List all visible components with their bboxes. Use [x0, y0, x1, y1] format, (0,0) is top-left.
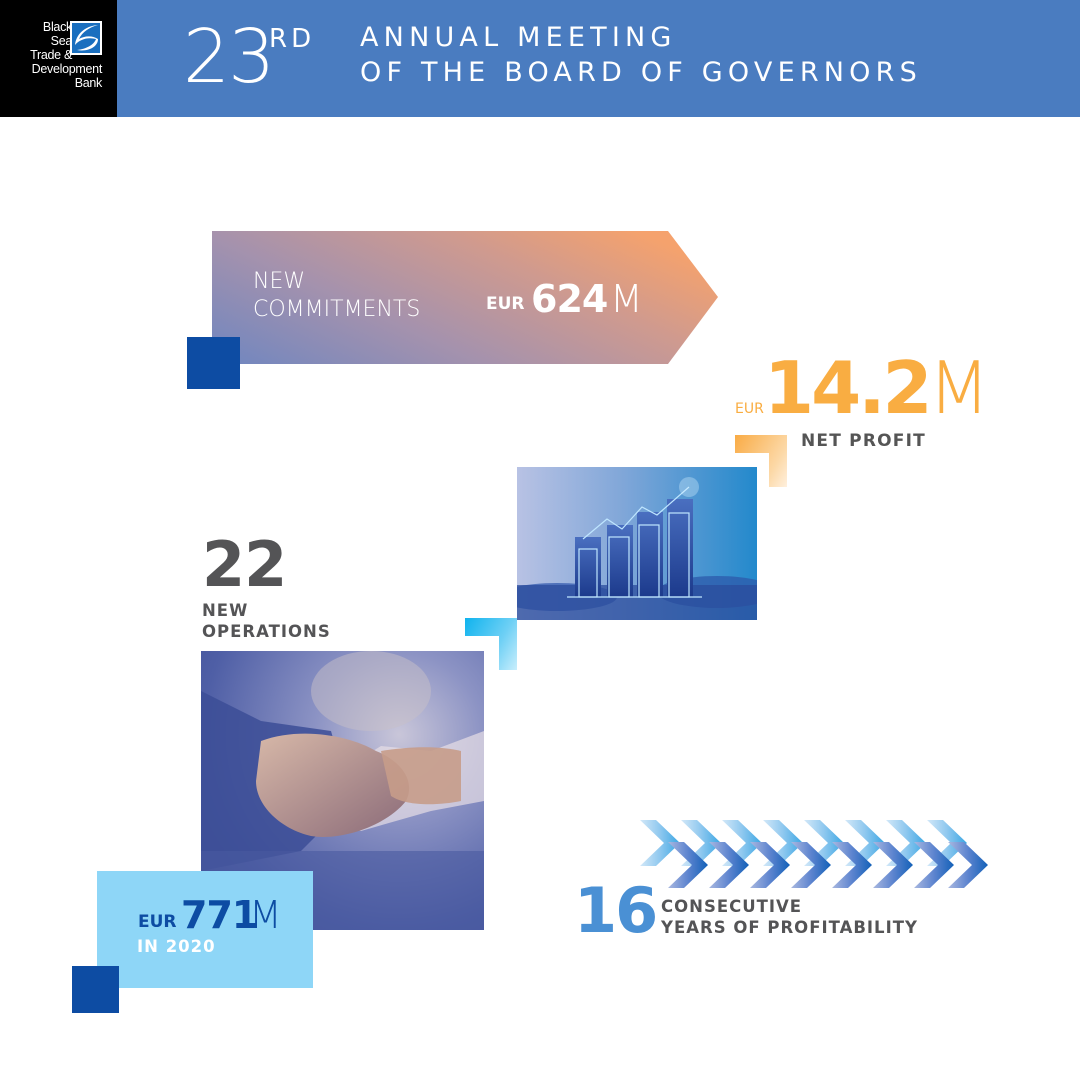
profitability-years-count: 16 [574, 874, 658, 947]
operations-label: NEW OPERATIONS [202, 601, 331, 641]
decorative-square [72, 966, 119, 1013]
logo-text: Black Sea Trade & Development Bank [30, 20, 102, 90]
edition-number: 23 [183, 14, 275, 100]
net-profit-unit: M [928, 346, 991, 430]
commitments-value: 624 [531, 277, 608, 321]
coins-growth-image [517, 467, 757, 620]
operations-count: 22 [202, 528, 287, 601]
net-profit-label: NET PROFIT [801, 431, 926, 451]
operations-amount-year: IN 2020 [137, 937, 216, 956]
meeting-title-line1: ANNUAL MEETING [360, 22, 677, 53]
net-profit-currency: EUR [735, 401, 764, 417]
amount-highlight-box [97, 871, 313, 988]
meeting-title-line2: OF THE BOARD OF GOVERNORS [360, 57, 922, 88]
operations-amount-unit: M [249, 893, 282, 937]
profitability-label: CONSECUTIVE YEARS OF PROFITABILITY [661, 897, 918, 937]
header-bar [0, 0, 1080, 117]
wave-logo-icon [70, 21, 102, 55]
operations-amount-value: 771 [181, 893, 258, 937]
commitments-arrow-banner [212, 231, 718, 364]
edition-suffix: RD [269, 24, 316, 54]
operations-amount-currency: EUR [138, 912, 177, 932]
net-profit-value: 14.2 [764, 346, 933, 430]
commitments-currency: EUR [486, 294, 525, 314]
commitments-unit: M [610, 277, 643, 321]
bank-logo: Black Sea Trade & Development Bank [0, 0, 117, 117]
commitments-label: NEW COMMITMENTS [253, 269, 421, 322]
decorative-square [187, 337, 240, 389]
